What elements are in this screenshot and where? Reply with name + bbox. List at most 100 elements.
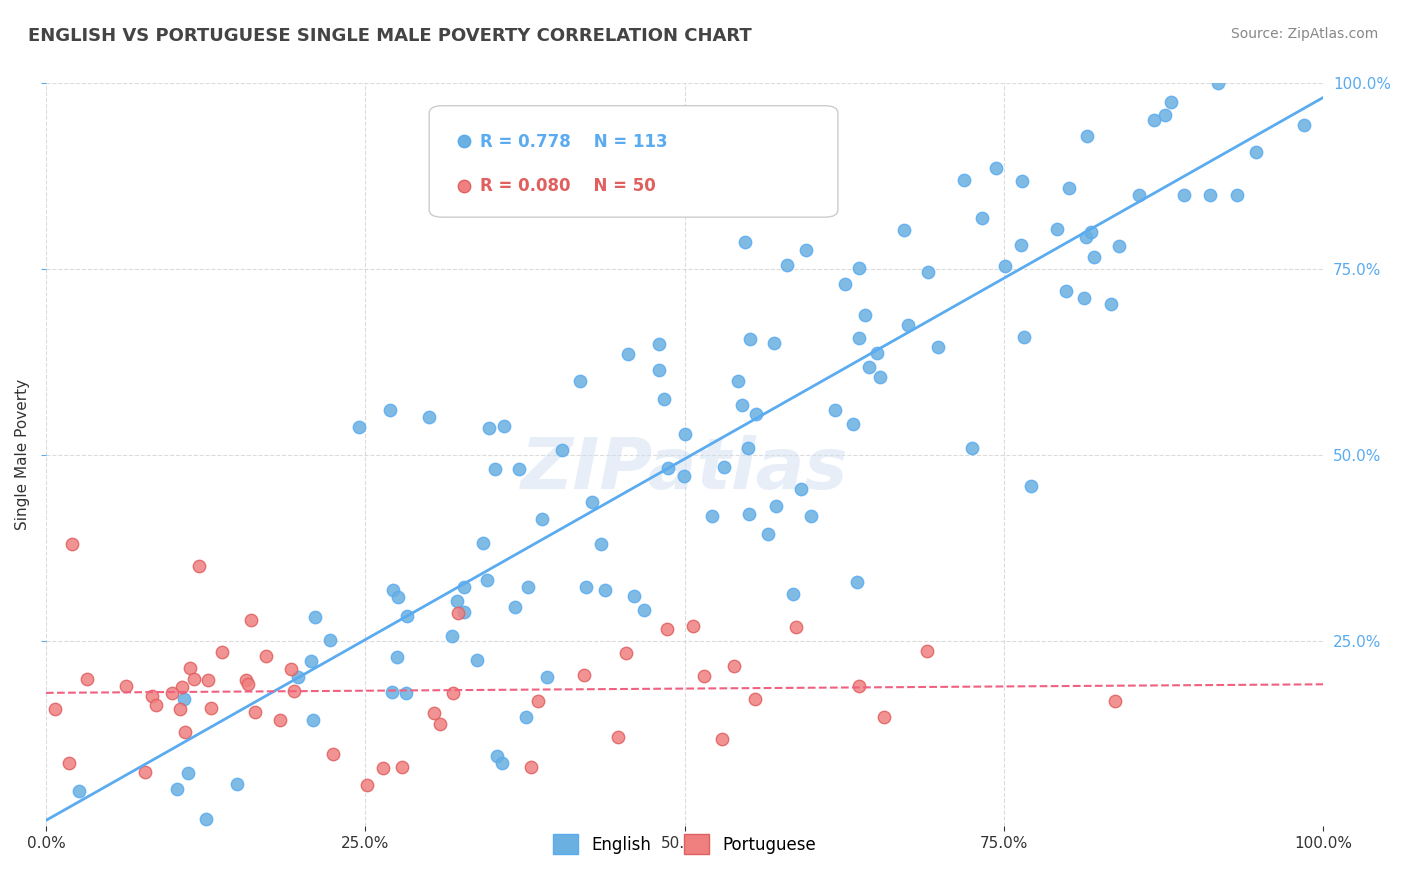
- English: [841, 417, 863, 431]
- English: [1076, 230, 1098, 244]
- Portuguese: [240, 613, 263, 627]
- English: [472, 536, 495, 550]
- English: [673, 426, 696, 441]
- Text: Source: ZipAtlas.com: Source: ZipAtlas.com: [1230, 27, 1378, 41]
- English: [848, 260, 870, 275]
- Portuguese: [848, 679, 870, 693]
- Portuguese: [447, 606, 470, 620]
- Portuguese: [915, 644, 938, 658]
- Text: ZIPatlas: ZIPatlas: [522, 435, 848, 504]
- English: [1057, 181, 1080, 195]
- English: [1246, 145, 1268, 160]
- English: [893, 223, 915, 237]
- English: [845, 574, 868, 589]
- Portuguese: [616, 647, 638, 661]
- English: [960, 441, 983, 455]
- Portuguese: [188, 559, 211, 574]
- English: [1046, 222, 1069, 236]
- Portuguese: [235, 673, 257, 688]
- English: [531, 512, 554, 526]
- English: [517, 581, 540, 595]
- English: [1010, 237, 1032, 252]
- English: [453, 605, 475, 619]
- English: [508, 461, 530, 475]
- Point: [453, 134, 475, 148]
- Portuguese: [58, 756, 80, 771]
- English: [737, 442, 759, 456]
- Portuguese: [693, 669, 716, 683]
- English: [195, 812, 218, 826]
- Portuguese: [254, 648, 277, 663]
- English: [782, 587, 804, 601]
- Portuguese: [785, 620, 807, 634]
- English: [796, 244, 818, 258]
- English: [302, 713, 325, 727]
- Portuguese: [269, 713, 291, 727]
- Portuguese: [744, 691, 766, 706]
- Portuguese: [243, 705, 266, 719]
- English: [834, 277, 856, 291]
- English: [745, 407, 768, 421]
- English: [858, 360, 880, 375]
- English: [1011, 174, 1033, 188]
- Portuguese: [572, 667, 595, 681]
- English: [166, 781, 188, 796]
- Portuguese: [211, 645, 233, 659]
- English: [633, 603, 655, 617]
- Portuguese: [520, 760, 543, 774]
- English: [225, 777, 247, 791]
- Portuguese: [183, 673, 205, 687]
- Portuguese: [657, 623, 679, 637]
- Portuguese: [114, 679, 136, 693]
- English: [446, 594, 468, 608]
- Portuguese: [373, 761, 395, 775]
- English: [917, 265, 939, 279]
- English: [789, 482, 811, 496]
- English: [738, 507, 761, 521]
- English: [1294, 118, 1316, 132]
- English: [1108, 239, 1130, 253]
- English: [387, 591, 409, 605]
- Portuguese: [356, 778, 378, 792]
- English: [515, 710, 537, 724]
- English: [623, 589, 645, 603]
- English: [1099, 297, 1122, 311]
- Text: ENGLISH VS PORTUGUESE SINGLE MALE POVERTY CORRELATION CHART: ENGLISH VS PORTUGUESE SINGLE MALE POVERT…: [28, 27, 752, 45]
- English: [953, 172, 976, 186]
- Portuguese: [172, 680, 194, 694]
- English: [1073, 291, 1095, 305]
- Portuguese: [200, 701, 222, 715]
- Portuguese: [441, 686, 464, 700]
- English: [418, 410, 440, 425]
- English: [652, 392, 675, 406]
- English: [994, 260, 1017, 274]
- English: [970, 211, 993, 226]
- English: [568, 375, 591, 389]
- Portuguese: [160, 686, 183, 700]
- Portuguese: [60, 537, 83, 551]
- Portuguese: [723, 659, 745, 673]
- English: [1160, 95, 1182, 110]
- Portuguese: [527, 693, 550, 707]
- English: [727, 375, 749, 389]
- English: [866, 346, 889, 360]
- English: [551, 443, 574, 458]
- English: [382, 583, 405, 598]
- English: [984, 161, 1007, 175]
- English: [485, 748, 508, 763]
- English: [1173, 187, 1195, 202]
- Portuguese: [283, 683, 305, 698]
- English: [387, 649, 409, 664]
- Portuguese: [179, 660, 201, 674]
- Portuguese: [145, 698, 167, 712]
- Portuguese: [682, 618, 704, 632]
- English: [734, 235, 756, 250]
- English: [763, 335, 786, 350]
- English: [595, 583, 617, 598]
- Portuguese: [134, 765, 156, 780]
- English: [287, 670, 309, 684]
- English: [465, 653, 488, 667]
- English: [1128, 187, 1150, 202]
- Text: R = 0.080    N = 50: R = 0.080 N = 50: [481, 178, 657, 195]
- English: [648, 363, 671, 377]
